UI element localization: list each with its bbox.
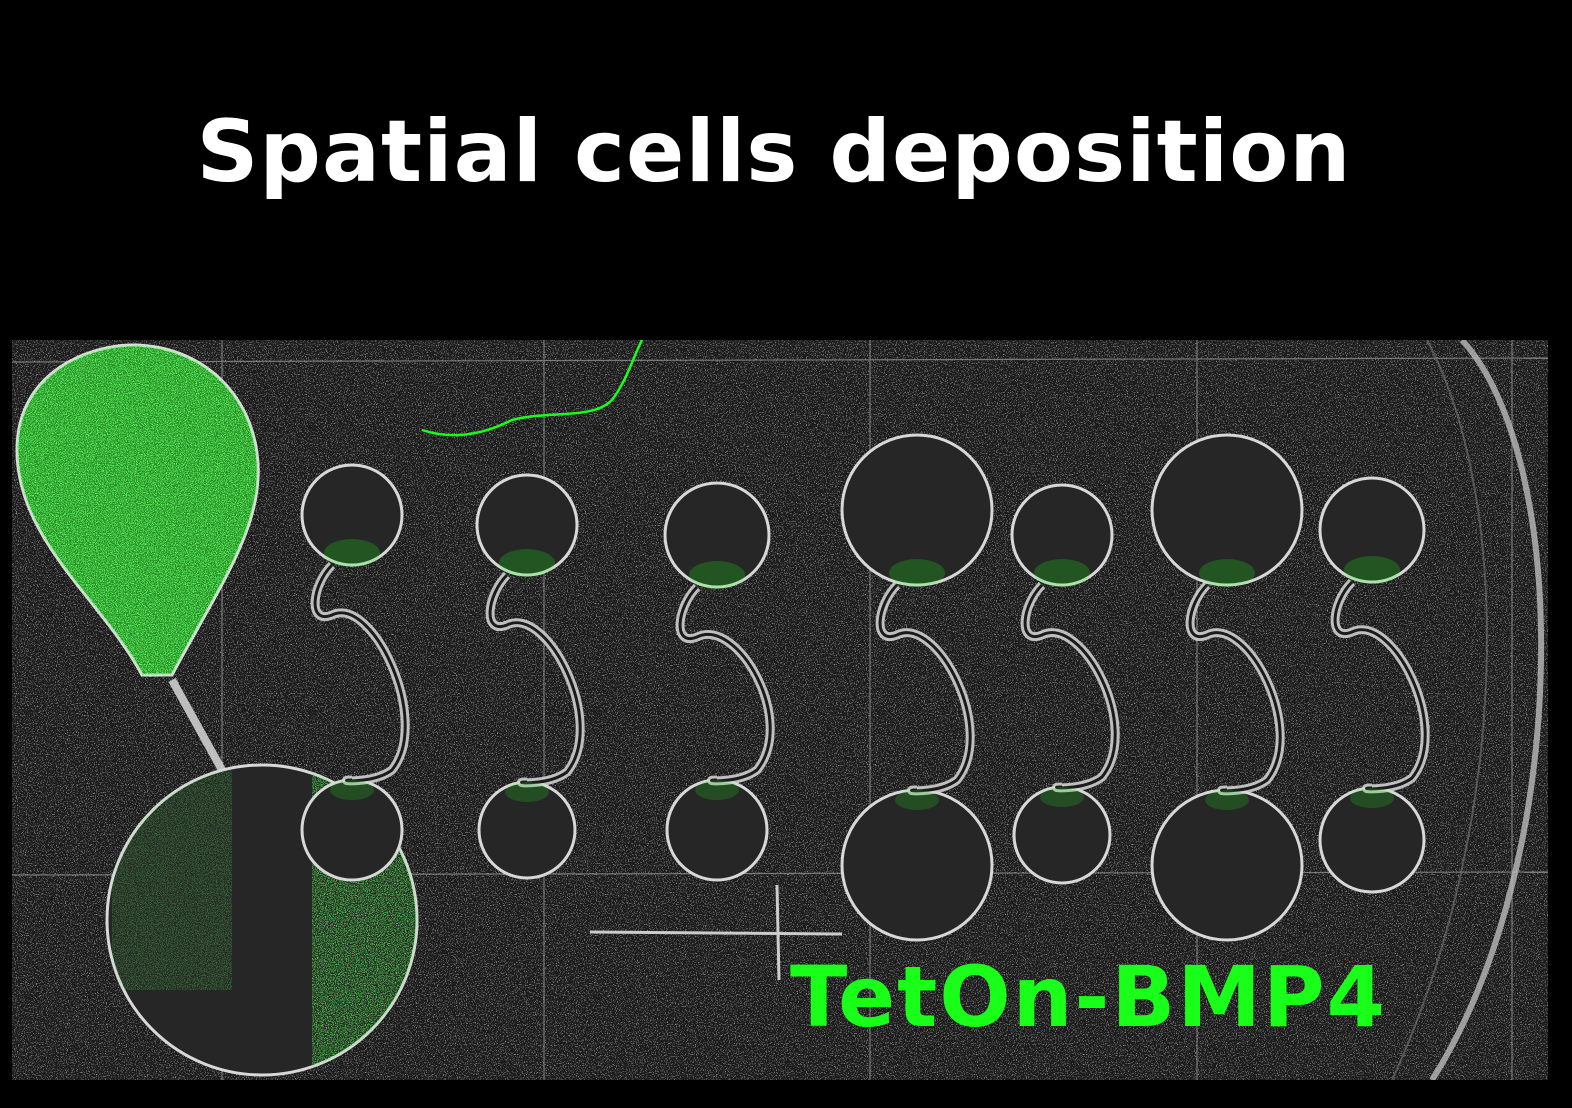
serpentine-unit — [1010, 483, 1120, 885]
wafer-edge — [1429, 340, 1545, 1080]
construct-label: TetOn-BMP4 — [790, 948, 1387, 1046]
serpentine-unit — [1318, 476, 1430, 894]
serpentine-unit — [1150, 433, 1304, 942]
serpentine-channels — [300, 433, 1430, 942]
serpentine-unit — [475, 473, 585, 880]
serpentine-unit — [300, 463, 410, 882]
serpentine-unit — [840, 433, 994, 942]
fluorescence-micrograph — [12, 340, 1548, 1080]
alignment-crosshair — [589, 884, 843, 981]
wafer-edge-inner — [1391, 340, 1488, 1080]
serpentine-unit — [663, 481, 775, 882]
figure-title: Spatial cells deposition — [196, 102, 1352, 202]
green-stray-trace — [421, 340, 644, 437]
